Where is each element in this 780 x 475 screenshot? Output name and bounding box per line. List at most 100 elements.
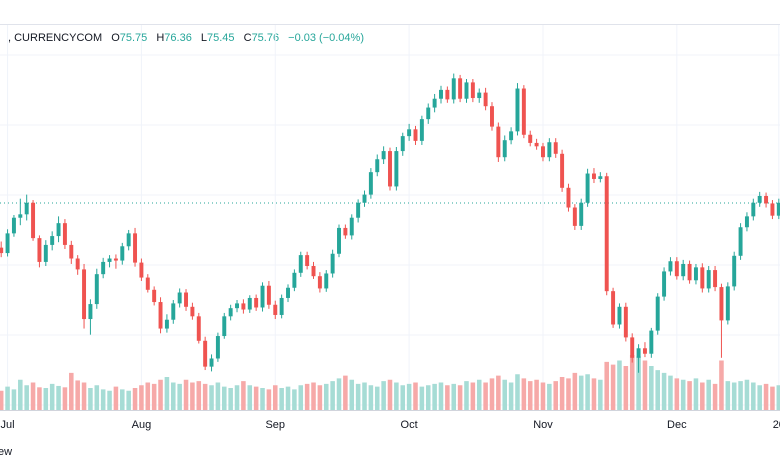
- candle-body: [241, 303, 246, 310]
- x-axis-tick-label: Sep: [265, 419, 285, 431]
- candle-body: [222, 316, 227, 337]
- volume-bar: [336, 378, 342, 410]
- candle-body: [591, 173, 596, 179]
- low-value: 75.45: [207, 32, 235, 44]
- candle-body: [693, 267, 698, 281]
- open-label: O: [111, 32, 120, 44]
- candle-body: [451, 78, 456, 100]
- volume-bar: [515, 374, 520, 410]
- candle-body: [0, 247, 4, 254]
- volume-bar: [81, 382, 87, 410]
- candle-body: [598, 176, 603, 179]
- candle-body: [515, 88, 520, 132]
- candle-body: [483, 92, 488, 107]
- volume-bar: [323, 383, 329, 410]
- candle-body: [547, 142, 552, 158]
- volume-bar: [693, 378, 699, 410]
- candle-body: [43, 244, 48, 262]
- candle-body: [732, 255, 737, 287]
- volume-bar: [483, 382, 488, 410]
- candle-body: [273, 304, 278, 315]
- volume-bar: [145, 382, 151, 410]
- candle-body: [540, 146, 545, 158]
- volume-bar: [738, 381, 743, 410]
- candle-body: [62, 223, 67, 245]
- volume-bar: [139, 385, 144, 410]
- volume-bar: [247, 385, 253, 410]
- volume-bar: [304, 383, 310, 410]
- volume-bar: [425, 385, 431, 410]
- volume-bar: [228, 388, 233, 410]
- candle-body: [413, 129, 418, 141]
- candle-body: [744, 216, 749, 228]
- candle-body: [292, 272, 297, 288]
- candle-body: [145, 277, 150, 290]
- candle-body: [247, 297, 252, 310]
- volume-bar: [553, 381, 558, 410]
- volume-bar: [374, 386, 380, 410]
- volume-bar: [413, 382, 418, 410]
- volume-bar: [164, 377, 170, 410]
- candle-body: [630, 337, 635, 358]
- candle-body: [203, 340, 208, 367]
- candle-body: [496, 126, 501, 158]
- candle-body: [477, 92, 482, 99]
- candle-body: [311, 266, 316, 277]
- volume-bar: [400, 385, 406, 410]
- candle-body: [388, 151, 392, 187]
- candle-body: [751, 202, 756, 217]
- volume-bar: [387, 379, 393, 410]
- volume-bar: [598, 379, 603, 410]
- candle-body: [706, 270, 711, 289]
- volume-bar: [591, 378, 597, 410]
- volume-bar: [744, 379, 750, 410]
- candle-body: [101, 261, 106, 275]
- volume-bar: [457, 385, 463, 410]
- candle-body: [776, 202, 780, 216]
- candle-body: [69, 244, 74, 259]
- candle-body: [349, 217, 354, 236]
- candle-body: [190, 306, 195, 317]
- volume-bar: [381, 381, 386, 410]
- candle-body: [254, 297, 259, 308]
- volume-bar: [190, 382, 195, 410]
- candle-body: [18, 214, 23, 218]
- candle-body: [24, 202, 29, 215]
- volume-bar: [406, 383, 412, 410]
- volume-bar: [661, 372, 667, 410]
- volume-bar: [751, 382, 756, 410]
- candle-body: [719, 287, 724, 321]
- candle-body: [209, 358, 214, 367]
- candle-body: [407, 129, 412, 137]
- footer-partial-text: ew: [0, 446, 13, 458]
- volume-bar: [629, 355, 635, 410]
- volume-bar: [183, 379, 189, 410]
- volume-bar: [489, 378, 495, 410]
- volume-bar: [687, 381, 692, 410]
- candle-body: [636, 348, 641, 358]
- candle-body: [400, 136, 405, 152]
- candle-body: [266, 285, 271, 305]
- volume-bar: [88, 388, 93, 410]
- volume-bar: [62, 387, 68, 410]
- volume-bar: [196, 381, 202, 410]
- candle-body: [94, 274, 99, 305]
- volume-bar: [222, 386, 227, 410]
- volume-bar: [731, 382, 737, 410]
- volume-bar: [5, 386, 10, 410]
- volume-bar: [572, 372, 578, 410]
- volume-bar: [292, 389, 297, 410]
- ohlc-legend: , CURRENCYCOM O75.75 H76.36 L75.45 C75.7…: [8, 32, 364, 44]
- volume-bar: [649, 366, 654, 410]
- volume-bar: [604, 361, 609, 410]
- volume-bar: [177, 383, 182, 410]
- volume-bar: [776, 385, 780, 410]
- volume-bar: [37, 387, 42, 410]
- candle-body: [770, 203, 775, 216]
- candle-body: [432, 98, 437, 108]
- volume-bar: [43, 388, 49, 410]
- volume-bar: [120, 389, 125, 410]
- candle-body: [617, 306, 622, 325]
